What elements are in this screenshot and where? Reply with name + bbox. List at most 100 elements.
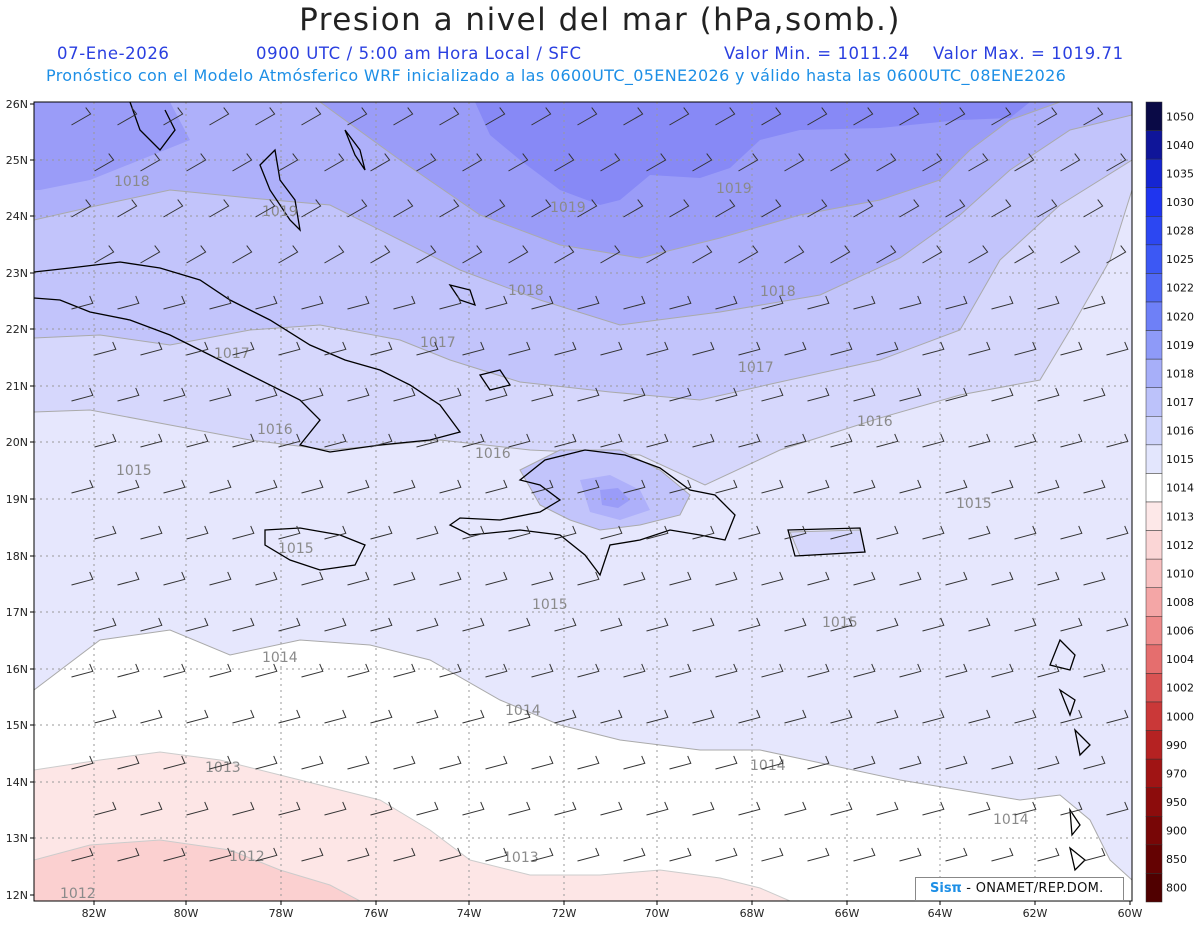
model-info: Pronóstico con el Modelo Atmósferico WRF… xyxy=(46,66,1067,85)
wind-barb xyxy=(830,617,853,632)
wind-barb xyxy=(531,387,554,402)
wind-barb xyxy=(899,295,922,310)
max-value: Valor Max. = 1019.71 xyxy=(933,44,1124,63)
colorbar-swatch xyxy=(1145,301,1163,331)
wind-barb xyxy=(853,479,876,494)
wind-barb xyxy=(899,755,922,770)
wind-barb xyxy=(922,433,945,448)
latitude-labels: 26N 25N 24N 23N 22N 21N 20N 19N 18N 17N … xyxy=(6,98,28,902)
wind-barb xyxy=(830,525,853,540)
wind-barb xyxy=(508,801,531,816)
wind-barb xyxy=(669,847,692,862)
wind-barb xyxy=(876,525,899,540)
wind-barb xyxy=(531,107,552,126)
wind-barb xyxy=(186,525,209,540)
colorbar-swatch xyxy=(1145,244,1163,274)
wind-barb xyxy=(140,617,163,632)
wind-barb xyxy=(416,245,437,264)
lat-label: 19N xyxy=(6,493,28,506)
lon-label: 74W xyxy=(457,907,482,920)
colorbar-swatch xyxy=(1145,644,1163,674)
wind-barb xyxy=(462,525,485,540)
contour-label: 1014 xyxy=(505,703,541,719)
wind-barb xyxy=(738,433,761,448)
wind-barb xyxy=(646,433,669,448)
wind-barb xyxy=(623,107,644,126)
wind-barb xyxy=(784,153,805,172)
wind-barb xyxy=(945,847,968,862)
wind-barb xyxy=(554,525,577,540)
colorbar-label: 1025 xyxy=(1166,253,1194,266)
wind-barb xyxy=(761,387,784,402)
wind-barb xyxy=(715,663,738,678)
contour-label: 1016 xyxy=(857,414,893,430)
wind-barb xyxy=(370,801,393,816)
wind-barb xyxy=(71,663,94,678)
wind-barb xyxy=(807,107,828,126)
wind-barb xyxy=(807,479,830,494)
wind-barb xyxy=(232,153,253,172)
wind-barbs xyxy=(71,107,1129,862)
wind-barb xyxy=(163,387,186,402)
wind-barb xyxy=(324,801,347,816)
wind-barb xyxy=(117,387,140,402)
wind-barb xyxy=(692,153,713,172)
wind-barb xyxy=(554,341,577,356)
wind-barb xyxy=(784,801,807,816)
wind-barb xyxy=(761,295,784,310)
colorbar-label: 990 xyxy=(1166,739,1187,752)
colorbar: 1050 1040 1035 1030 1028 1025 1022 1020 1019 1018… xyxy=(1145,101,1194,903)
wind-barb xyxy=(301,479,324,494)
colorbar-label: 1010 xyxy=(1166,567,1194,580)
wind-barb xyxy=(600,433,623,448)
wind-barb xyxy=(347,295,370,310)
wind-barb xyxy=(922,801,945,816)
wind-barb xyxy=(1037,571,1060,586)
wind-barb xyxy=(370,709,393,724)
lat-label: 26N xyxy=(6,98,28,111)
wind-barb xyxy=(761,107,782,126)
wind-barb xyxy=(600,341,623,356)
colorbar-label: 1014 xyxy=(1166,482,1194,495)
wind-barb xyxy=(370,153,391,172)
wind-barb xyxy=(876,245,897,264)
wind-barb xyxy=(807,295,830,310)
wind-barb xyxy=(439,199,460,218)
wind-barb xyxy=(1014,153,1035,172)
wind-barb xyxy=(554,709,577,724)
wind-barb xyxy=(94,617,117,632)
wind-barb xyxy=(393,479,416,494)
colorbar-label: 1035 xyxy=(1166,167,1194,180)
colorbar-swatch xyxy=(1145,473,1163,503)
wind-barb xyxy=(209,847,232,862)
wind-barb xyxy=(1106,433,1129,448)
wind-barb xyxy=(669,755,692,770)
lat-label: 15N xyxy=(6,719,28,732)
lat-label: 23N xyxy=(6,267,28,280)
wind-barb xyxy=(278,709,301,724)
wind-barb xyxy=(140,709,163,724)
org-label: - ONAMET/REP.DOM. xyxy=(961,881,1104,896)
colorbar-label: 850 xyxy=(1166,853,1187,866)
colorbar-swatch xyxy=(1145,873,1163,903)
wind-barb xyxy=(508,341,531,356)
wind-barb xyxy=(186,433,209,448)
wind-barb xyxy=(669,479,692,494)
wind-barb xyxy=(991,199,1012,218)
lon-label: 68W xyxy=(740,907,765,920)
wind-barb xyxy=(531,479,554,494)
wind-barb xyxy=(301,663,324,678)
colorbar-swatch xyxy=(1145,844,1163,874)
wind-barb xyxy=(393,199,414,218)
wind-barb xyxy=(600,525,623,540)
wind-barb xyxy=(163,107,184,126)
lat-label: 16N xyxy=(6,663,28,676)
wind-barb xyxy=(646,617,669,632)
wind-barb xyxy=(761,479,784,494)
wind-barb xyxy=(508,245,529,264)
wind-barb xyxy=(899,847,922,862)
wind-barb xyxy=(163,295,186,310)
wind-barb xyxy=(347,571,370,586)
wind-barb xyxy=(1014,433,1037,448)
lon-label: 70W xyxy=(645,907,670,920)
